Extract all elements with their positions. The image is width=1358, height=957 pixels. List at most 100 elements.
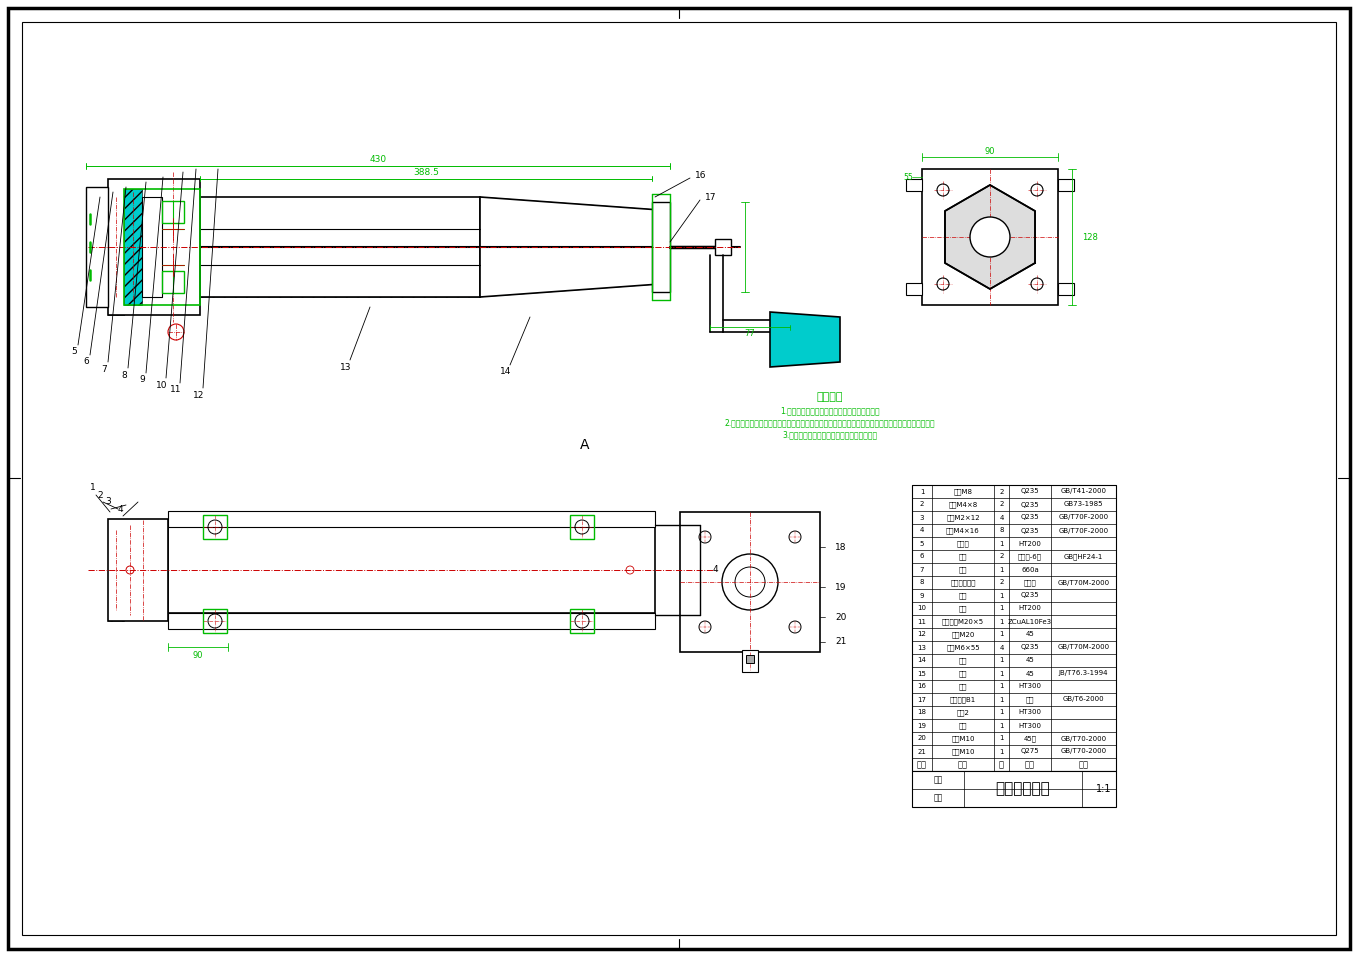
Text: 垒圈: 垒圈: [959, 553, 967, 560]
Bar: [570, 609, 593, 633]
Text: 校核: 校核: [933, 793, 942, 803]
Text: 1: 1: [999, 723, 1004, 728]
Text: 1: 1: [999, 683, 1004, 689]
Text: 55: 55: [903, 172, 913, 182]
Text: 螺钉M4×16: 螺钉M4×16: [947, 527, 980, 534]
Text: 11: 11: [170, 386, 182, 394]
Text: 4: 4: [919, 527, 925, 533]
Bar: [162, 271, 183, 293]
Text: 21: 21: [835, 637, 846, 647]
Text: HT200: HT200: [1018, 541, 1042, 546]
Text: 4: 4: [999, 644, 1004, 651]
Bar: [109, 519, 168, 621]
Text: 端癥2: 端癥2: [956, 709, 970, 716]
Bar: [143, 197, 162, 297]
Polygon shape: [479, 266, 660, 297]
Bar: [746, 655, 754, 663]
Text: 660a: 660a: [1021, 567, 1039, 572]
Text: 7: 7: [919, 567, 925, 572]
Bar: [906, 283, 922, 295]
Text: 3: 3: [919, 515, 925, 521]
Text: 7: 7: [100, 365, 107, 373]
Text: 11: 11: [918, 618, 926, 625]
Text: 半鑰半-6合: 半鑰半-6合: [1018, 553, 1042, 560]
Text: 430: 430: [369, 155, 387, 165]
Bar: [143, 285, 162, 297]
Text: Q235: Q235: [1021, 644, 1039, 651]
Bar: [162, 201, 183, 223]
Text: 1: 1: [919, 488, 925, 495]
Text: 螺钉M8: 螺钉M8: [953, 488, 972, 495]
Text: HT300: HT300: [1018, 683, 1042, 689]
Text: 件号: 件号: [917, 760, 928, 769]
Bar: [109, 179, 124, 195]
Text: 1: 1: [999, 657, 1004, 663]
Text: 2: 2: [98, 491, 103, 500]
Text: 2: 2: [999, 488, 1004, 495]
Text: 螺钉M2×12: 螺钉M2×12: [947, 514, 980, 521]
Text: 手柄: 手柄: [959, 657, 967, 664]
Text: 轴套: 轴套: [959, 683, 967, 690]
Text: 6: 6: [919, 553, 925, 560]
Text: 15: 15: [918, 671, 926, 677]
Text: 2: 2: [999, 553, 1004, 560]
Bar: [716, 247, 731, 252]
Text: HT300: HT300: [1018, 723, 1042, 728]
Text: 13: 13: [341, 363, 352, 371]
Bar: [109, 179, 124, 315]
Bar: [202, 515, 227, 539]
Bar: [1058, 179, 1074, 191]
Text: 螺杆M20: 螺杆M20: [952, 632, 975, 637]
Text: HT300: HT300: [1018, 709, 1042, 716]
Bar: [86, 187, 96, 307]
Text: 12: 12: [193, 390, 205, 399]
Text: Q235: Q235: [1021, 488, 1039, 495]
Bar: [124, 189, 143, 305]
Text: 1: 1: [999, 709, 1004, 716]
Text: GB/T70M-2000: GB/T70M-2000: [1058, 580, 1109, 586]
Text: 手轮: 手轮: [959, 670, 967, 677]
Text: 自调调心轴承: 自调调心轴承: [951, 579, 976, 586]
Bar: [922, 169, 1058, 305]
Bar: [124, 189, 200, 305]
Bar: [86, 187, 109, 307]
Text: 19: 19: [918, 723, 926, 728]
Text: 45: 45: [1025, 657, 1035, 663]
Text: 8: 8: [999, 527, 1004, 533]
Text: GB/T70-2000: GB/T70-2000: [1061, 748, 1107, 754]
Text: 滚动轴承B1: 滚动轴承B1: [949, 696, 976, 702]
Text: 1:1: 1:1: [1096, 784, 1112, 794]
Text: 制图: 制图: [933, 775, 942, 785]
Text: 3.对精密加工件应妥善保护制造技术，平均。: 3.对精密加工件应妥善保护制造技术，平均。: [782, 431, 877, 439]
Bar: [906, 179, 922, 191]
Bar: [200, 197, 479, 297]
Polygon shape: [770, 312, 841, 367]
Text: 388.5: 388.5: [413, 168, 439, 177]
Text: 1: 1: [999, 567, 1004, 572]
Text: 8: 8: [121, 370, 126, 380]
Text: 4: 4: [117, 504, 122, 514]
Text: HT200: HT200: [1018, 606, 1042, 612]
Text: 16: 16: [918, 683, 926, 689]
Text: 10: 10: [918, 606, 926, 612]
Text: 材料: 材料: [1025, 760, 1035, 769]
Text: 普通螺纹M20×5: 普通螺纹M20×5: [942, 618, 985, 625]
Text: 45: 45: [1025, 632, 1035, 637]
Text: Q275: Q275: [1021, 748, 1039, 754]
Text: 1: 1: [999, 748, 1004, 754]
Text: 钓钙: 钓钙: [1025, 696, 1035, 702]
Polygon shape: [479, 197, 660, 228]
Text: 量: 量: [999, 760, 1004, 769]
Text: 1.图样适用中等生产条件，毛坡、锻造并矫正。: 1.图样适用中等生产条件，毛坡、锻造并矫正。: [781, 407, 880, 415]
Text: 壳盖: 壳盖: [959, 567, 967, 573]
Bar: [716, 242, 731, 247]
Text: 128: 128: [1082, 233, 1097, 241]
Text: JB/T76.3-1994: JB/T76.3-1994: [1059, 671, 1108, 677]
Text: 1: 1: [90, 483, 96, 493]
Text: 18: 18: [835, 543, 846, 551]
Text: 螺钉M6×55: 螺钉M6×55: [947, 644, 980, 651]
Bar: [202, 609, 227, 633]
Bar: [741, 650, 758, 672]
Text: GB/T70-2000: GB/T70-2000: [1061, 736, 1107, 742]
Text: GB/T70F-2000: GB/T70F-2000: [1058, 515, 1108, 521]
